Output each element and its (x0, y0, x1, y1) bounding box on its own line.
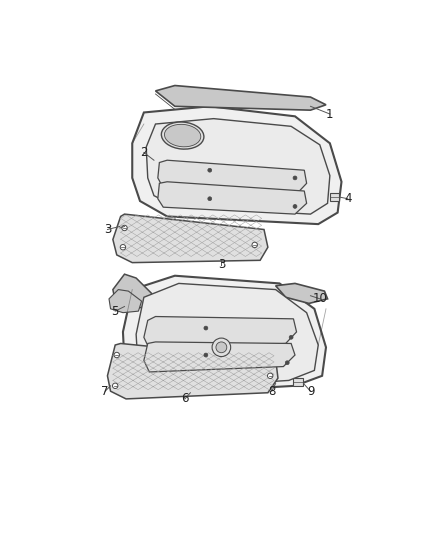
Polygon shape (158, 182, 307, 214)
Circle shape (289, 335, 293, 339)
Polygon shape (113, 214, 268, 263)
Circle shape (114, 352, 120, 358)
Circle shape (268, 373, 273, 378)
Polygon shape (107, 343, 278, 399)
Circle shape (293, 205, 297, 208)
Circle shape (204, 326, 208, 330)
Text: 7: 7 (101, 385, 109, 398)
Circle shape (208, 168, 212, 172)
Circle shape (120, 245, 126, 250)
Polygon shape (155, 85, 326, 110)
Circle shape (285, 361, 289, 365)
Polygon shape (136, 284, 318, 388)
Polygon shape (144, 342, 295, 372)
Polygon shape (293, 378, 303, 386)
Text: 5: 5 (112, 305, 119, 318)
Circle shape (293, 176, 297, 180)
Polygon shape (144, 317, 297, 349)
Polygon shape (158, 160, 307, 196)
Text: 9: 9 (307, 385, 314, 398)
Text: 3: 3 (104, 223, 111, 236)
Circle shape (216, 342, 227, 353)
Text: 3: 3 (218, 259, 225, 271)
Polygon shape (109, 289, 141, 313)
Text: 4: 4 (344, 192, 351, 205)
Text: 10: 10 (312, 292, 327, 305)
Polygon shape (132, 106, 342, 224)
Text: 1: 1 (326, 108, 334, 120)
Polygon shape (276, 284, 328, 303)
Circle shape (252, 242, 258, 248)
Circle shape (204, 353, 208, 357)
Ellipse shape (161, 122, 204, 149)
Text: 2: 2 (140, 146, 148, 159)
Polygon shape (113, 274, 152, 309)
Polygon shape (146, 119, 330, 214)
Text: 6: 6 (181, 392, 189, 406)
Circle shape (122, 225, 127, 231)
Polygon shape (330, 193, 339, 201)
Ellipse shape (164, 124, 201, 147)
Text: 8: 8 (268, 385, 276, 398)
Polygon shape (123, 276, 326, 393)
Circle shape (113, 383, 118, 389)
Circle shape (212, 338, 231, 357)
Circle shape (208, 197, 212, 200)
